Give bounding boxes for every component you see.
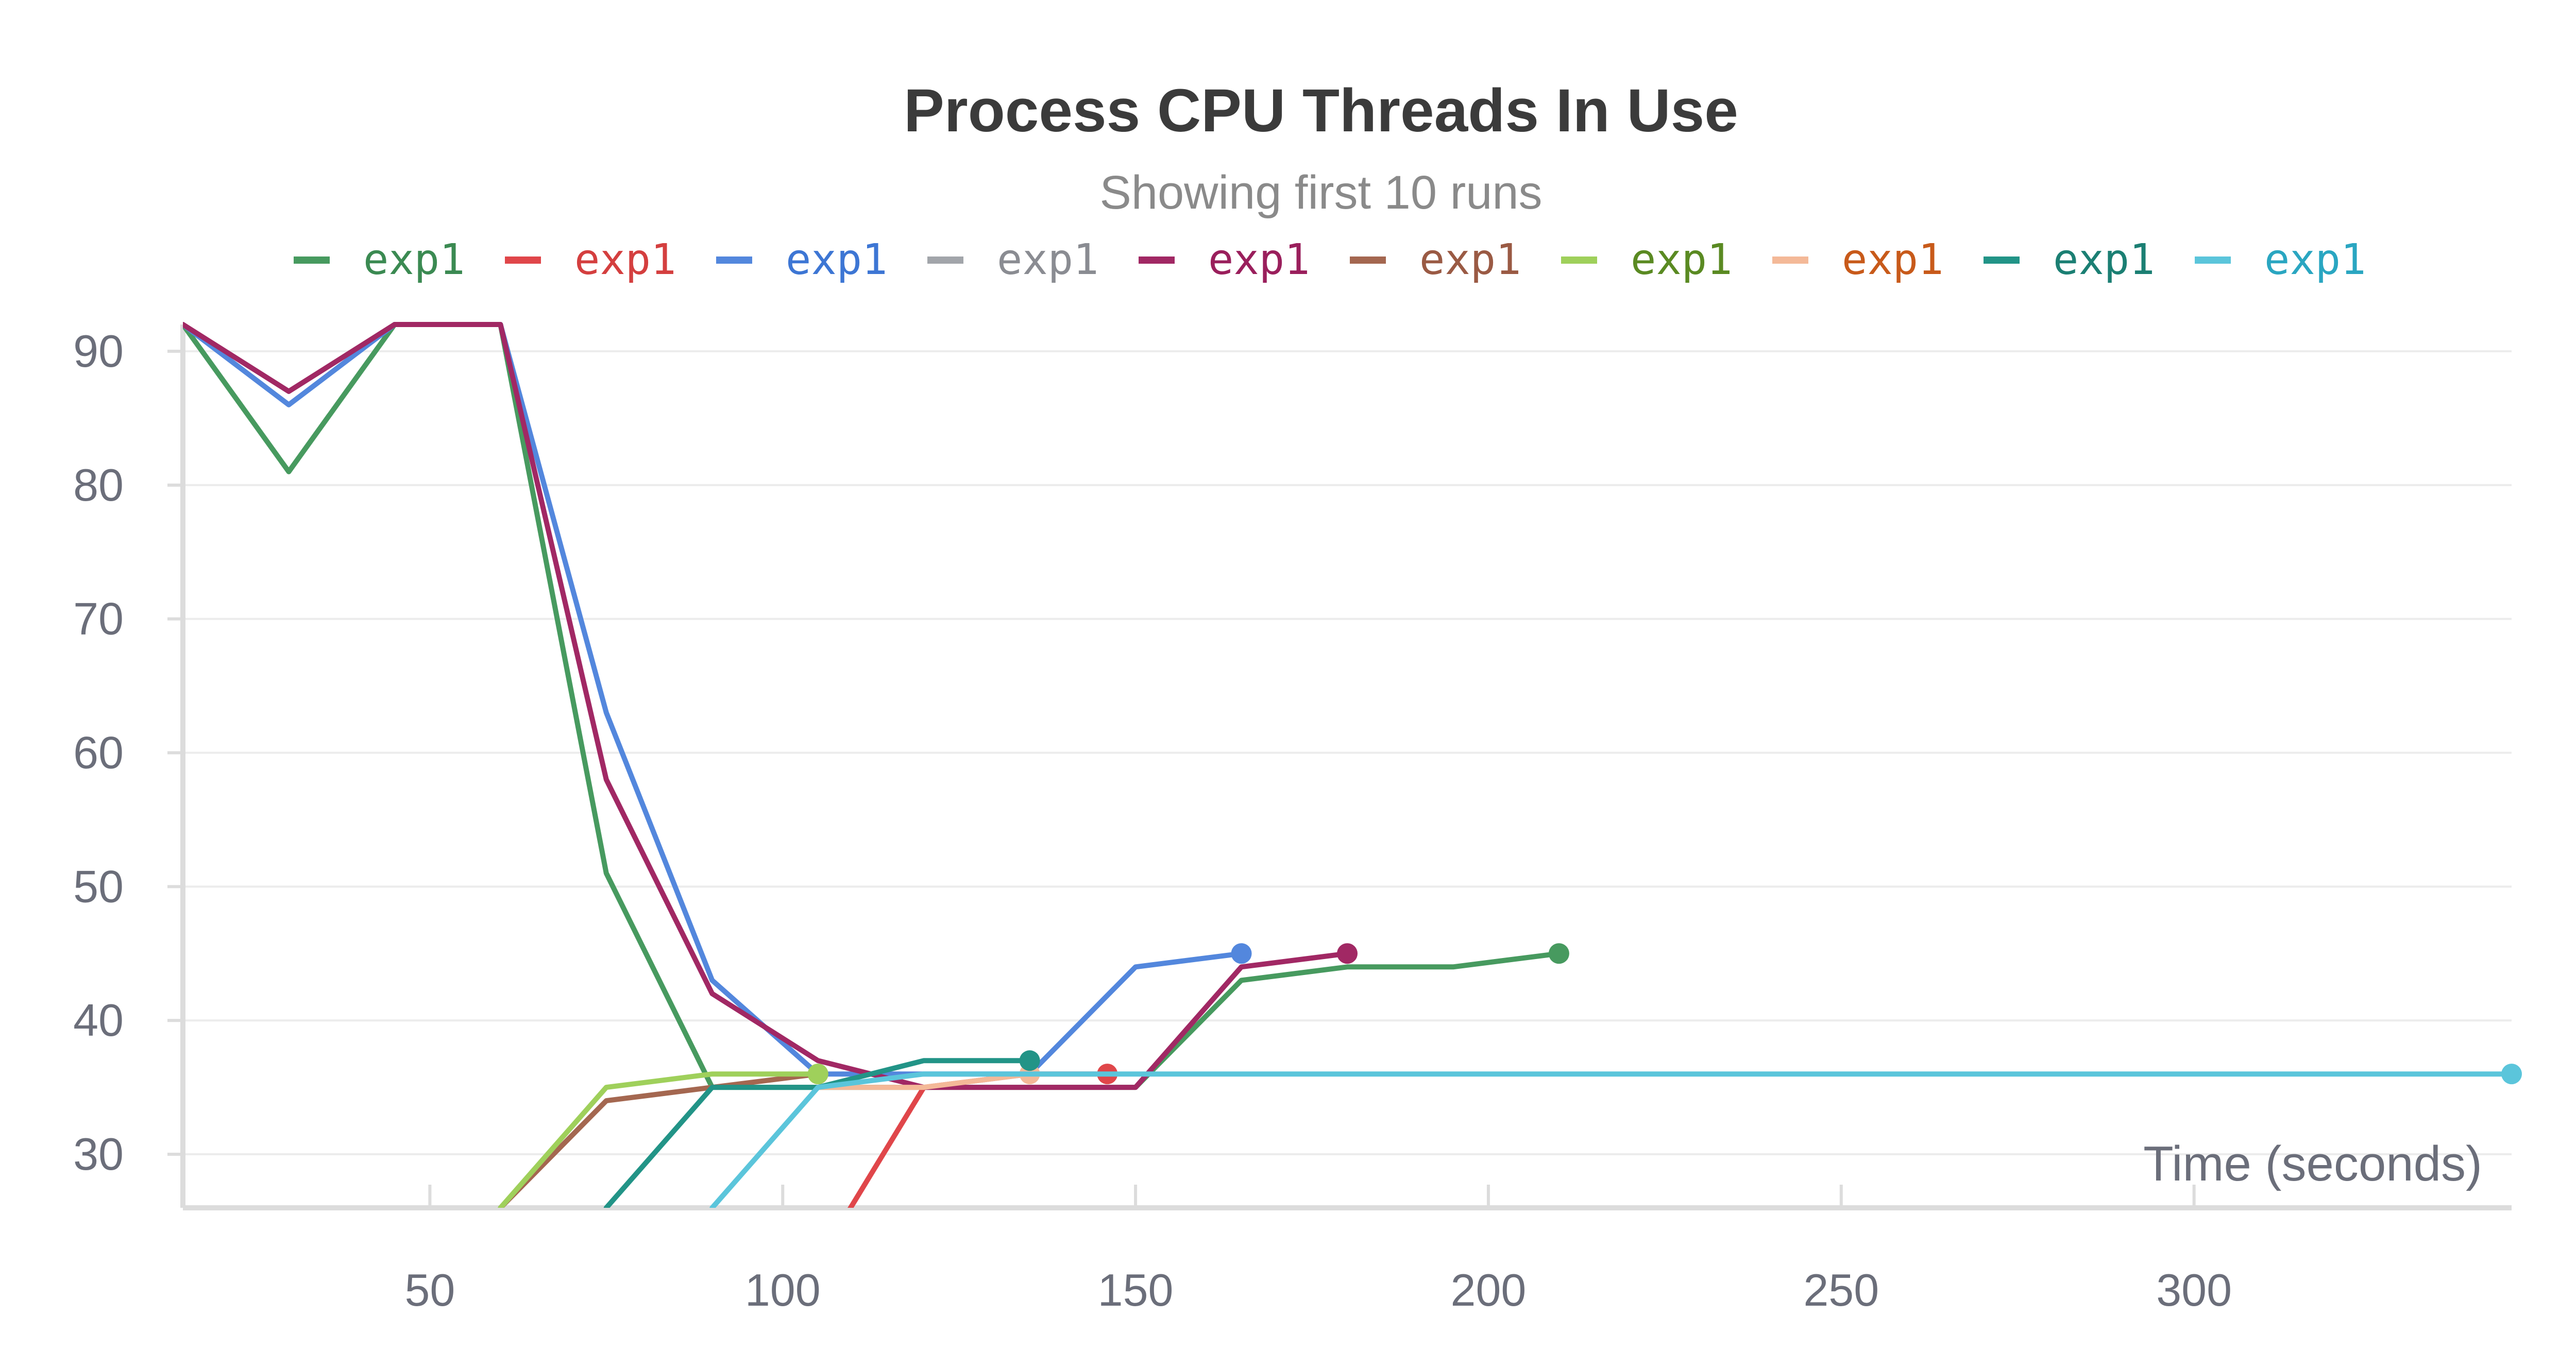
x-tick-label: 300 bbox=[2156, 1264, 2232, 1315]
chart-subtitle: Showing first 10 runs bbox=[1099, 166, 1542, 219]
y-tick-label: 70 bbox=[73, 593, 124, 644]
legend-label: exp1 bbox=[1631, 235, 1732, 284]
legend-label: exp1 bbox=[1208, 235, 1310, 284]
chart-title: Process CPU Threads In Use bbox=[904, 77, 1738, 145]
legend-label: exp1 bbox=[2053, 235, 2155, 284]
series-line bbox=[498, 1071, 821, 1208]
series-line bbox=[183, 322, 1562, 1090]
x-tick-label: 150 bbox=[1098, 1264, 1174, 1315]
series-end-point bbox=[1548, 943, 1569, 964]
legend-item[interactable]: exp1 bbox=[1772, 235, 1943, 284]
series-lines bbox=[183, 322, 2522, 1208]
legend-label: exp1 bbox=[1842, 235, 1943, 284]
x-axis-title: Time (seconds) bbox=[2143, 1136, 2482, 1191]
legend-item[interactable]: exp1 bbox=[1561, 235, 1732, 284]
legend-label: exp1 bbox=[786, 235, 887, 284]
y-tick-label: 50 bbox=[73, 861, 124, 912]
legend-item[interactable]: exp1 bbox=[2195, 235, 2366, 284]
x-tick-label: 250 bbox=[1803, 1264, 1879, 1315]
series-line bbox=[815, 1071, 1032, 1090]
x-tick-label: 100 bbox=[745, 1264, 821, 1315]
y-tick-label: 40 bbox=[73, 995, 124, 1046]
y-tick-label: 80 bbox=[73, 459, 124, 510]
series-line bbox=[848, 1071, 1110, 1208]
legend-item[interactable]: exp1 bbox=[1350, 235, 1521, 284]
legend-item[interactable]: exp1 bbox=[1139, 235, 1310, 284]
y-tick-label: 90 bbox=[73, 326, 124, 377]
x-tick-label: 200 bbox=[1451, 1264, 1527, 1315]
series-line bbox=[498, 1071, 821, 1208]
series-end-point bbox=[807, 1064, 828, 1085]
legend-item[interactable]: exp1 bbox=[716, 235, 887, 284]
series-end-point bbox=[2501, 1064, 2522, 1085]
legend-item[interactable]: exp1 bbox=[294, 235, 465, 284]
y-tick-label: 30 bbox=[73, 1128, 124, 1179]
axes: 30 40 50 60 70 80 90 50 100 150 200 250 300 bbox=[73, 324, 2512, 1315]
series-line bbox=[183, 322, 1350, 1090]
legend-label: exp1 bbox=[363, 235, 465, 284]
series-line bbox=[709, 1071, 2514, 1208]
series-end-point bbox=[1019, 1050, 1040, 1071]
grid-lines bbox=[183, 350, 2512, 1156]
series-end-point bbox=[1231, 943, 1252, 964]
legend-item[interactable]: exp1 bbox=[505, 235, 676, 284]
series-line bbox=[183, 322, 1244, 1077]
legend-item[interactable]: exp1 bbox=[927, 235, 1098, 284]
legend-item[interactable]: exp1 bbox=[1984, 235, 2155, 284]
legend-label: exp1 bbox=[1419, 235, 1521, 284]
legend-label: exp1 bbox=[997, 235, 1098, 284]
x-tick-label: 50 bbox=[404, 1264, 455, 1315]
legend-label: exp1 bbox=[2264, 235, 2366, 284]
legend-label: exp1 bbox=[574, 235, 676, 284]
series-end-point bbox=[1337, 943, 1358, 964]
chart-legend: exp1 exp1 exp1 exp1 exp1 exp1 exp1 exp1 exp1 exp1 bbox=[294, 235, 2366, 284]
y-tick-label: 60 bbox=[73, 727, 124, 778]
